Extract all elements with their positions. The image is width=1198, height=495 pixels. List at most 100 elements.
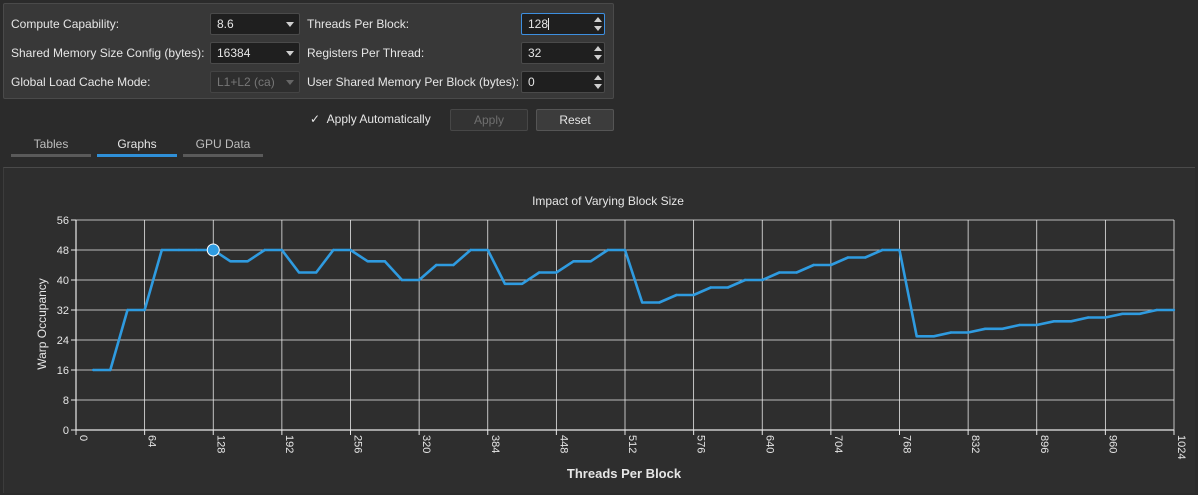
user-shared-memory-input[interactable]: 0 (521, 71, 605, 93)
data-point (314, 271, 318, 274)
x-tick-label: 64 (146, 435, 158, 447)
data-point (486, 248, 489, 252)
shared-memory-dropdown[interactable]: 16384 (210, 42, 300, 64)
data-point (194, 248, 198, 252)
data-point (1087, 316, 1090, 319)
data-point (640, 301, 644, 304)
tab-gpu-data[interactable]: GPU Data (183, 137, 263, 157)
x-tick-label: 320 (420, 435, 432, 453)
x-tick-label: 0 (77, 435, 89, 441)
threads-per-block-value: 128 (528, 17, 549, 31)
y-tick-label: 56 (57, 215, 69, 227)
spin-buttons[interactable] (593, 16, 602, 32)
data-point (160, 248, 163, 252)
data-point (126, 308, 129, 312)
y-tick-label: 32 (57, 305, 69, 317)
y-tick-label: 48 (57, 245, 69, 257)
reset-button[interactable]: Reset (536, 109, 614, 131)
data-point (1035, 323, 1038, 327)
data-point (383, 260, 387, 263)
data-point (246, 260, 249, 263)
chevron-down-icon (286, 22, 294, 27)
data-point (829, 263, 833, 267)
user-shared-memory-value: 0 (528, 75, 535, 89)
spin-up-icon[interactable] (594, 75, 602, 80)
data-point (332, 248, 335, 252)
series-line (93, 248, 1174, 372)
data-point (469, 248, 472, 252)
user-shared-memory-label: User Shared Memory Per Block (bytes): (307, 75, 520, 89)
compute-capability-dropdown[interactable]: 8.6 (210, 13, 300, 35)
apply-automatically-label: Apply Automatically (326, 112, 431, 126)
data-point (1052, 320, 1056, 323)
current-block-size-marker (206, 243, 220, 257)
spin-buttons[interactable] (593, 74, 602, 90)
data-point (109, 368, 112, 372)
data-point (966, 331, 970, 334)
tab-indicator (183, 154, 263, 157)
data-point (709, 286, 712, 289)
x-tick-label: 576 (695, 435, 707, 453)
data-point (520, 282, 524, 285)
threads-per-block-label: Threads Per Block: (307, 17, 410, 31)
data-point (263, 248, 266, 252)
data-point (400, 278, 404, 282)
data-point (606, 248, 610, 252)
data-point (743, 278, 747, 282)
x-tick-label: 256 (352, 435, 364, 453)
spin-down-icon[interactable] (594, 55, 602, 60)
data-point (898, 248, 901, 252)
data-point (915, 335, 918, 338)
registers-per-thread-input[interactable]: 32 (521, 42, 605, 64)
threads-per-block-input[interactable]: 128 (521, 13, 605, 35)
tab-graphs[interactable]: Graphs (97, 137, 177, 157)
y-tick-label: 24 (57, 335, 69, 347)
data-point (949, 331, 953, 334)
tab-tables[interactable]: Tables (11, 137, 91, 157)
apply-button[interactable]: Apply (450, 109, 528, 131)
data-point (589, 260, 592, 263)
tab-label: GPU Data (195, 137, 251, 151)
tab-label: Tables (33, 137, 69, 151)
data-point (538, 271, 541, 274)
checkmark-icon: ✓ (310, 112, 321, 126)
x-tick-label: 384 (489, 435, 501, 453)
data-point (658, 301, 661, 304)
spin-down-icon[interactable] (594, 84, 602, 89)
y-tick-label: 8 (63, 395, 69, 407)
data-point (297, 271, 301, 274)
apply-automatically-checkbox[interactable]: ✓ Apply Automatically (310, 112, 431, 126)
data-point (366, 260, 369, 263)
data-point (795, 271, 798, 274)
data-point (177, 248, 181, 252)
x-tick-label: 768 (901, 435, 913, 453)
x-tick-label: 640 (763, 435, 775, 453)
data-point (1138, 312, 1141, 315)
data-point (761, 278, 764, 282)
spin-up-icon[interactable] (594, 17, 602, 22)
x-tick-label: 896 (1038, 435, 1050, 453)
global-load-cache-dropdown: L1+L2 (ca) (210, 71, 300, 93)
y-tick-label: 40 (57, 275, 69, 287)
spin-up-icon[interactable] (594, 46, 602, 51)
registers-per-thread-value: 32 (528, 46, 542, 60)
data-point (881, 248, 884, 252)
spin-down-icon[interactable] (594, 26, 602, 31)
data-point (726, 286, 730, 289)
chart-plot (91, 243, 1176, 372)
chart-title: Impact of Varying Block Size (532, 194, 684, 208)
data-point (555, 271, 558, 274)
registers-per-thread-label: Registers Per Thread: (307, 46, 425, 60)
global-load-cache-value: L1+L2 (ca) (217, 75, 275, 89)
data-point (984, 327, 987, 330)
data-point (812, 263, 815, 267)
chevron-down-icon (286, 51, 294, 56)
tab-label: Graphs (117, 137, 157, 151)
tab-indicator (97, 154, 177, 157)
data-point (1001, 327, 1004, 330)
data-point (675, 293, 678, 297)
chevron-down-icon (286, 80, 294, 85)
data-point (1155, 308, 1159, 312)
spin-buttons[interactable] (593, 45, 602, 61)
data-point (229, 260, 232, 263)
